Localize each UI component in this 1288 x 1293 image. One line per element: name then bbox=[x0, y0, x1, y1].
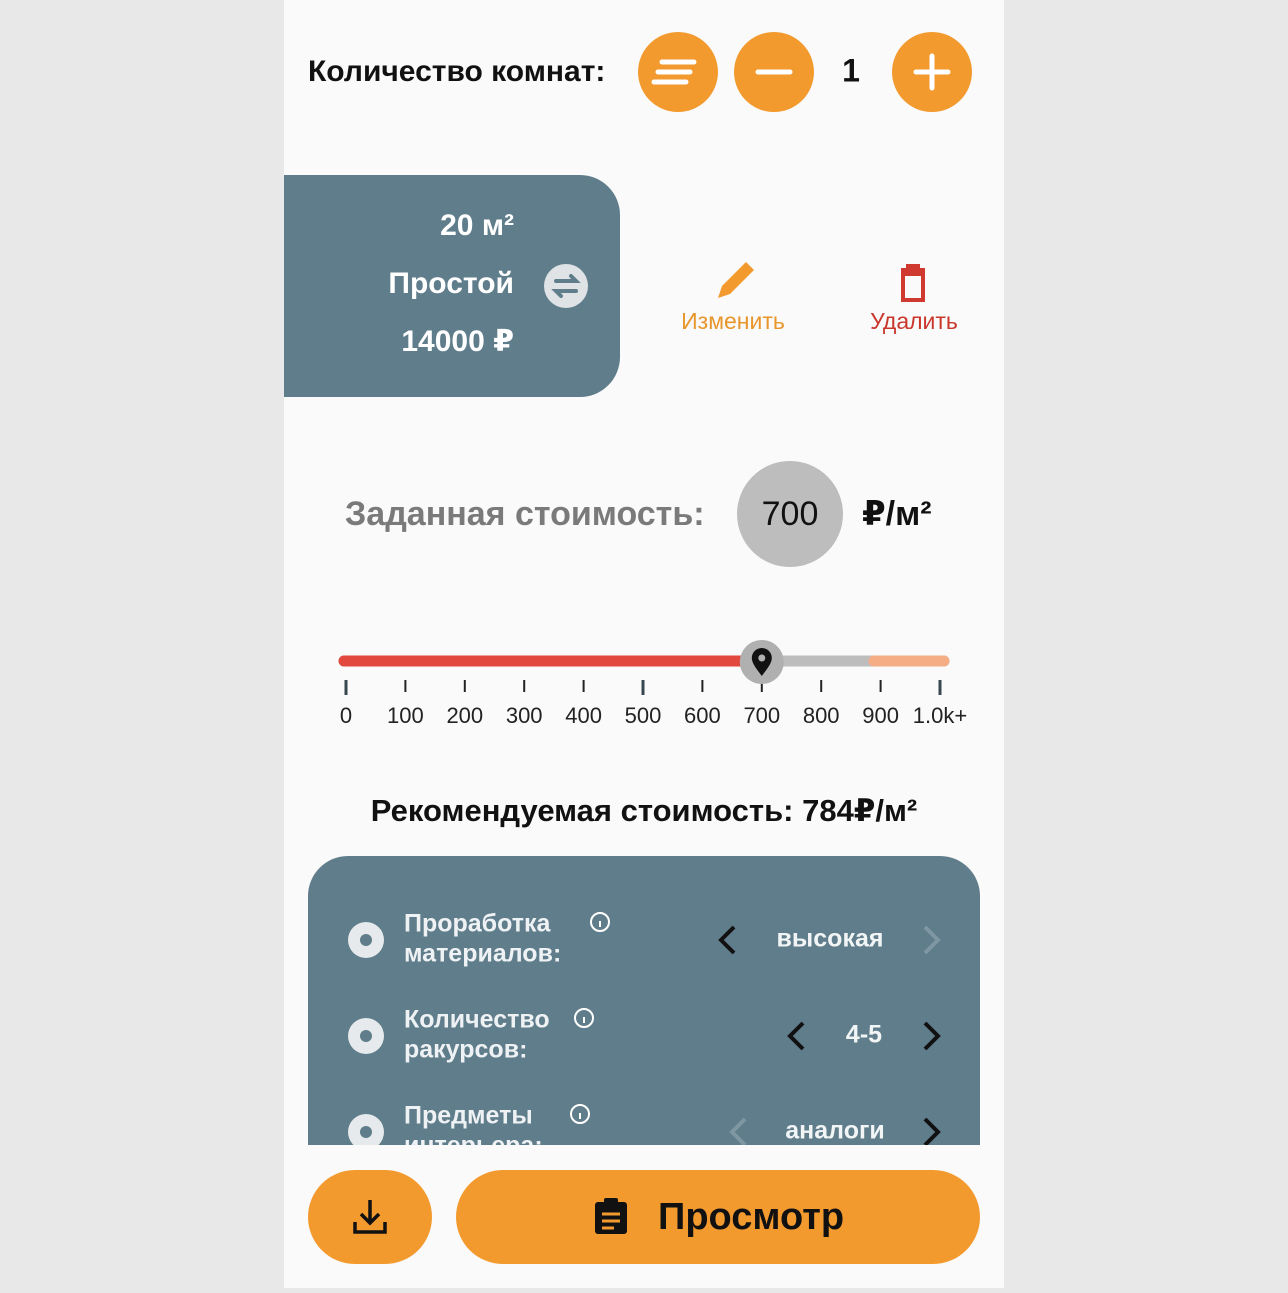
prev-arrow[interactable] bbox=[787, 1021, 805, 1051]
minus-button[interactable] bbox=[734, 32, 814, 112]
delete-button[interactable]: Удалить bbox=[870, 264, 958, 334]
recommended-price: Рекомендуемая стоимость: 784₽/м² bbox=[371, 793, 918, 828]
tick-label: 500 bbox=[625, 703, 662, 728]
option-value: аналоги bbox=[785, 1117, 885, 1145]
delete-label: Удалить bbox=[870, 308, 958, 334]
tick-label: 900 bbox=[862, 703, 899, 728]
thumb-pin bbox=[751, 648, 772, 676]
info-icon bbox=[590, 912, 610, 932]
option-label: материалов: bbox=[404, 940, 561, 968]
info-button[interactable] bbox=[570, 1104, 590, 1124]
prev-arrow[interactable] bbox=[718, 925, 736, 955]
tick-label: 1.0k+ bbox=[913, 703, 967, 728]
slider[interactable]: 0 100 200 300 400 500 600 700 800 900 1.0k+ bbox=[338, 640, 967, 728]
tick-label: 200 bbox=[446, 703, 483, 728]
next-arrow[interactable] bbox=[923, 1117, 941, 1145]
tick-label: 400 bbox=[565, 703, 602, 728]
prev-arrow[interactable] bbox=[729, 1117, 747, 1145]
room-type: Простой bbox=[388, 267, 514, 300]
thumb-pin-dot bbox=[758, 654, 766, 662]
sort-button[interactable] bbox=[638, 32, 718, 112]
slider-thumb[interactable] bbox=[739, 640, 784, 684]
option-icon-inner bbox=[360, 1030, 372, 1042]
price-unit: ₽/м² bbox=[862, 495, 932, 533]
info-button[interactable] bbox=[574, 1008, 594, 1028]
info-button[interactable] bbox=[590, 912, 610, 932]
price-bubble[interactable] bbox=[737, 461, 843, 567]
room-area: 20 м² bbox=[440, 209, 514, 242]
option-label: интерьера: bbox=[404, 1132, 543, 1160]
info-icon bbox=[570, 1104, 590, 1124]
option-label: Количество bbox=[404, 1006, 550, 1034]
rooms-label: Количество комнат: bbox=[308, 55, 605, 88]
price-label: Заданная стоимость: bbox=[345, 495, 705, 533]
tick-label: 300 bbox=[506, 703, 543, 728]
option-label: Проработка bbox=[404, 910, 552, 938]
option-label: Предметы bbox=[404, 1102, 533, 1130]
room-card[interactable] bbox=[284, 175, 620, 397]
tick-label: 100 bbox=[387, 703, 424, 728]
next-arrow[interactable] bbox=[923, 1021, 941, 1051]
option-row: Предметыинтерьера: аналоги bbox=[348, 1102, 941, 1160]
preview-button[interactable]: Просмотр bbox=[456, 1170, 980, 1264]
tick-label: 600 bbox=[684, 703, 721, 728]
option-icon-inner bbox=[360, 934, 372, 946]
rooms-count: 1 bbox=[842, 52, 860, 88]
options-background bbox=[308, 856, 980, 1145]
tick-label: 0 bbox=[340, 703, 352, 728]
edit-label: Изменить bbox=[681, 308, 785, 334]
preview-label: Просмотр bbox=[658, 1196, 844, 1238]
option-icon-inner bbox=[360, 1126, 372, 1138]
room-price: 14000 ₽ bbox=[401, 325, 514, 358]
edit-button[interactable]: Изменить bbox=[681, 262, 785, 334]
price-value: 700 bbox=[762, 495, 819, 533]
option-value: 4-5 bbox=[846, 1021, 882, 1049]
info-icon bbox=[574, 1008, 594, 1028]
tick-label: 700 bbox=[743, 703, 780, 728]
tick-label: 800 bbox=[803, 703, 840, 728]
swap-button[interactable] bbox=[544, 264, 588, 308]
option-value: высокая bbox=[777, 925, 884, 953]
next-arrow[interactable] bbox=[923, 925, 941, 955]
option-label: ракурсов: bbox=[404, 1036, 527, 1064]
plus-button[interactable] bbox=[892, 32, 972, 112]
download-button[interactable] bbox=[308, 1170, 432, 1264]
